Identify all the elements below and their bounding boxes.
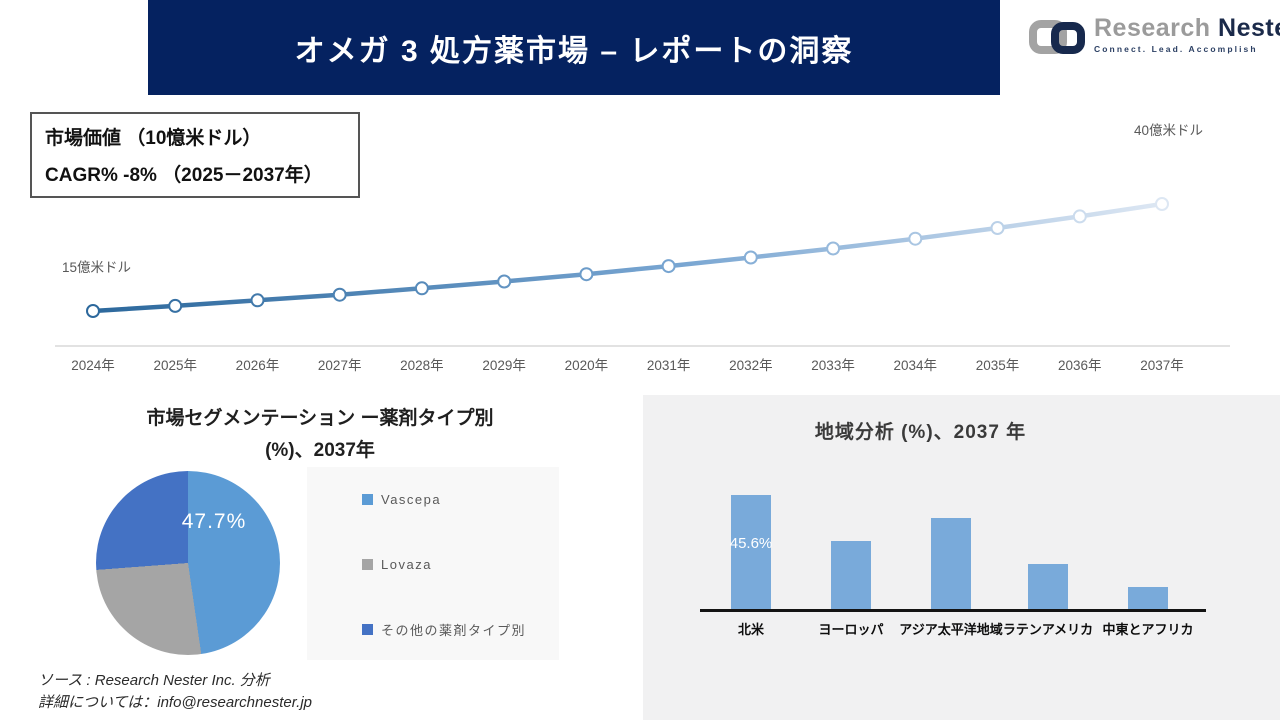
legend-item: Lovaza	[362, 554, 559, 574]
data-point-marker	[579, 267, 594, 282]
data-point-marker	[990, 221, 1005, 235]
legend-swatch-icon	[362, 558, 373, 570]
data-point-marker	[826, 241, 841, 256]
x-axis-tick-label: 2024年	[71, 358, 115, 373]
bar-chart-baseline	[700, 609, 1206, 612]
x-axis-tick-label: 2031年	[646, 358, 691, 373]
x-axis-tick-label: 2036年	[1057, 358, 1102, 373]
source-note: ソース : Research Nester Inc. 分析 詳細については：in…	[38, 670, 312, 714]
data-point-marker	[414, 281, 429, 296]
contact-line: 詳細については：info@researchnester.jp	[38, 693, 312, 711]
bar-category-label: 北米	[737, 622, 765, 637]
pie-title-line2: (%)、2037年	[265, 440, 375, 462]
market-value-box: 市場価値 （10憶米ドル） CAGR% -8% （2025－2037年）	[30, 112, 360, 198]
data-point-marker	[1072, 209, 1087, 224]
data-point-marker	[497, 274, 512, 289]
data-point-marker	[250, 293, 265, 308]
logo-text: Research Nester Connect. Lead. Accomplis…	[1094, 16, 1280, 54]
bar-category-label: ラテンアメリカ	[1002, 622, 1094, 637]
x-axis-tick-label: 2020年	[564, 358, 609, 373]
line-end-value-label: 40億米ドル	[1134, 123, 1204, 138]
brand-word-nester: Nester	[1218, 14, 1280, 42]
regional-analysis-panel: 地域分析 (%)、2037 年 45.6% 北米 ヨーロッパ アジア太平洋地域 ラテンア…	[643, 395, 1280, 720]
pie-legend: Vascepa Lovaza その他の薬剤タイプ別	[307, 467, 559, 660]
x-axis-tick-label: 2032年	[729, 358, 773, 373]
page-title: オメガ 3 処方薬市場 – レポートの洞察	[294, 34, 854, 68]
bar-category-label: ヨーロッパ	[818, 622, 884, 637]
header-banner: オメガ 3 処方薬市場 – レポートの洞察	[148, 0, 1000, 95]
brand-tagline: Connect. Lead. Accomplish	[1094, 44, 1258, 54]
x-axis-tick-label: 2037年	[1140, 358, 1184, 373]
data-point-marker	[1155, 197, 1169, 211]
legend-label: Vascepa	[381, 491, 442, 507]
x-axis-tick-label: 2025年	[153, 358, 197, 373]
pie-chart-title: 市場セグメンテーション ー薬剤タイプ別 (%)、2037年	[40, 403, 600, 468]
bar-chart-title: 地域分析 (%)、2037 年	[814, 422, 1027, 443]
cagr-line: CAGR% -8% （2025－2037年）	[45, 165, 323, 186]
x-axis-tick-label: 2033年	[811, 358, 855, 373]
market-value-line-chart	[55, 197, 1230, 347]
legend-label: Lovaza	[381, 556, 432, 572]
x-axis-tick-label: 2035年	[975, 358, 1020, 373]
data-point-marker	[168, 298, 183, 313]
x-axis-tick-label: 2026年	[235, 358, 280, 373]
region-bar	[1128, 587, 1168, 609]
data-point-marker	[908, 231, 923, 246]
x-axis-tick-label: 2034年	[893, 358, 938, 373]
legend-label: その他の薬剤タイプ別	[381, 622, 527, 638]
legend-item: その他の薬剤タイプ別	[362, 619, 559, 639]
brand-name: Research Nester	[1094, 16, 1280, 41]
bar-category-label: アジア太平洋地域	[899, 622, 1003, 637]
market-value-line: 市場価値 （10憶米ドル）	[45, 128, 262, 149]
line-chart-x-axis: 2024年 2025年 2026年 2027年 2028年 2029年 2020年 2031年…	[0, 354, 1280, 378]
bar-value-label: 45.6%	[729, 535, 773, 552]
pie-slice-value-label: 47.7%	[181, 510, 247, 533]
region-bar	[831, 541, 871, 609]
data-point-marker	[661, 259, 676, 274]
pie-title-line1: 市場セグメンテーション ー薬剤タイプ別	[146, 408, 494, 429]
legend-item: Vascepa	[362, 489, 559, 509]
interlocked-squares-logo-icon	[1028, 16, 1086, 65]
data-point-marker	[332, 287, 347, 302]
data-point-marker	[86, 304, 100, 318]
segmentation-pie-chart	[96, 471, 280, 655]
source-line: ソース : Research Nester Inc. 分析	[38, 672, 270, 689]
company-logo: Research Nester Connect. Lead. Accomplis…	[1028, 16, 1280, 65]
legend-swatch-icon	[362, 623, 373, 635]
x-axis-tick-label: 2027年	[317, 358, 362, 373]
region-bar	[931, 518, 971, 609]
x-axis-tick-label: 2029年	[482, 358, 526, 373]
line-start-value-label: 15億米ドル	[62, 260, 132, 275]
x-axis-tick-label: 2028年	[400, 358, 444, 373]
bar-category-label: 中東とアフリカ	[1102, 622, 1194, 637]
data-point-marker	[743, 250, 758, 265]
brand-word-research: Research	[1094, 14, 1211, 42]
market-value-series	[92, 201, 1163, 314]
legend-swatch-icon	[362, 493, 373, 505]
region-bar	[1028, 564, 1068, 609]
region-bar: 45.6%	[729, 495, 773, 609]
